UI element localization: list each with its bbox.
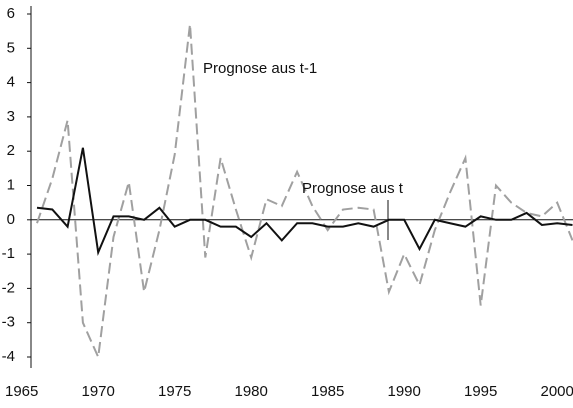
y-tick-label: 5 xyxy=(7,39,15,56)
x-tick-label: 1995 xyxy=(464,383,497,400)
y-tick-label: 0 xyxy=(7,211,15,228)
x-tick-label: 1980 xyxy=(235,383,268,400)
y-tick-label: 4 xyxy=(7,74,15,91)
y-tick-label: -4 xyxy=(2,348,15,365)
x-tick-label: 1965 xyxy=(5,383,38,400)
y-tick-label: -3 xyxy=(2,314,15,331)
y-tick-label: 2 xyxy=(7,142,15,159)
y-tick-label: 6 xyxy=(7,5,15,22)
series-line xyxy=(36,24,573,361)
y-tick-label: -1 xyxy=(2,245,15,262)
y-tick-label: 1 xyxy=(7,176,15,193)
x-tick-label: 2000 xyxy=(541,383,573,400)
x-tick-label: 1970 xyxy=(82,383,115,400)
x-tick-label: 1985 xyxy=(311,383,344,400)
x-tick-label: 1990 xyxy=(388,383,421,400)
x-tick-label: 1975 xyxy=(158,383,191,400)
y-tick-label: -2 xyxy=(2,279,15,296)
series-label: Prognose aus t-1 xyxy=(203,60,317,77)
series-label: Prognose aus t xyxy=(302,180,404,197)
y-tick-label: 3 xyxy=(7,108,15,125)
series-line xyxy=(36,147,573,257)
